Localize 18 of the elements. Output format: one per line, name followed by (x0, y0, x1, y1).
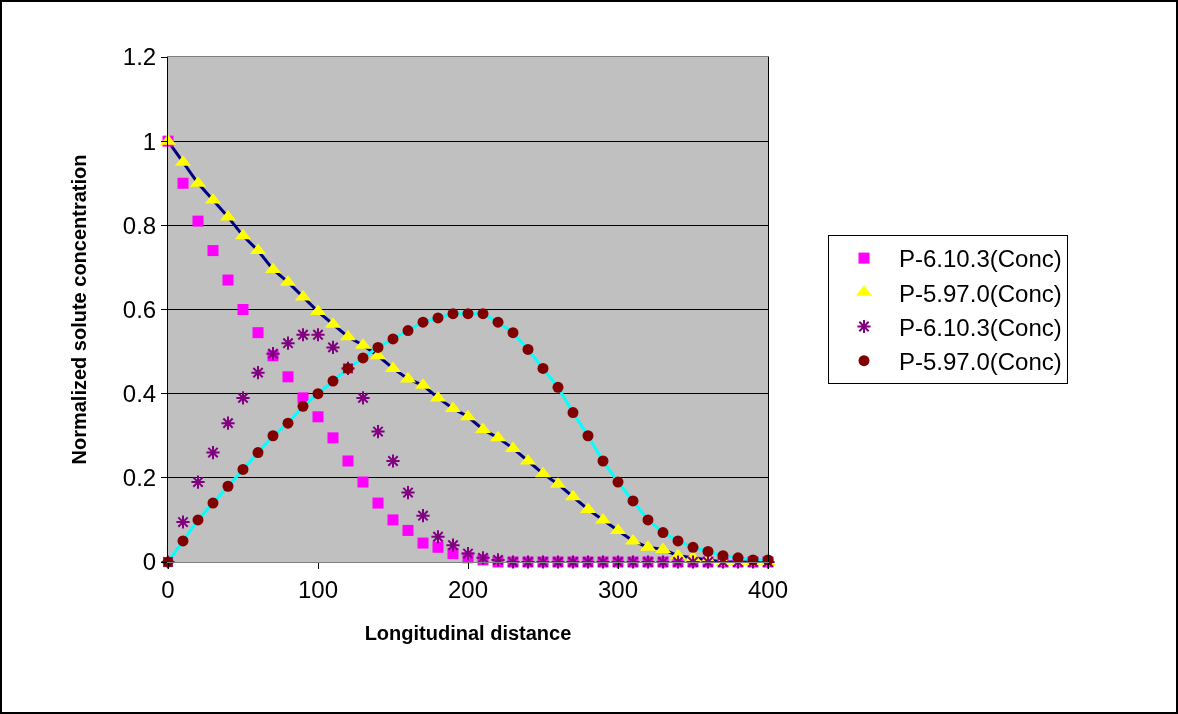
y-tick-label: 0.2 (122, 464, 157, 492)
x-tick-label: 100 (297, 575, 339, 603)
y-tick-label: 0.6 (122, 295, 157, 323)
legend-label: P-5.97.0(Conc) (899, 348, 1062, 376)
y-tick-label: 0.8 (122, 211, 157, 239)
x-tick-label: 0 (161, 575, 175, 603)
y-tick-label: 0 (142, 548, 157, 576)
legend-label: P-5.97.0(Conc) (899, 279, 1062, 307)
legend-label: P-6.10.3(Conc) (899, 313, 1062, 341)
x-tick-label: 300 (597, 575, 639, 603)
x-tick-label: 400 (747, 575, 789, 603)
y-tick-label: 1 (142, 127, 157, 155)
legend-label: P-6.10.3(Conc) (899, 245, 1062, 273)
y-tick-label: 1.2 (122, 43, 157, 71)
x-axis-title: Longitudinal distance (364, 622, 572, 645)
x-tick-label: 200 (447, 575, 489, 603)
y-tick-label: 0.4 (122, 380, 157, 408)
y-axis-title: Normalized solute concentration (68, 154, 91, 465)
